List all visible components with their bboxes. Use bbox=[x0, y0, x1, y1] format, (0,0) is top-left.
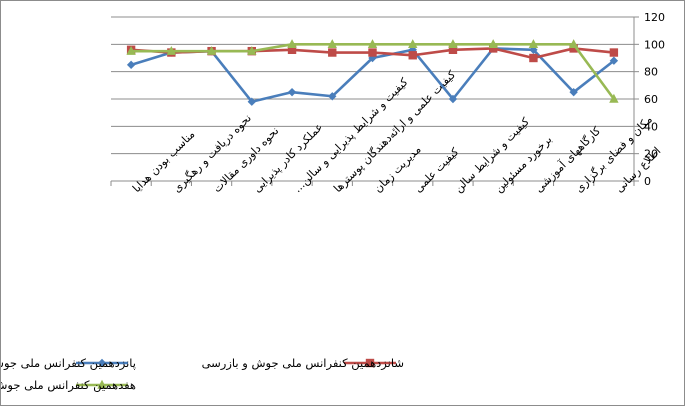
y-tick-label: 0 bbox=[644, 175, 651, 188]
y-tick-label: 40 bbox=[644, 120, 658, 133]
data-point bbox=[287, 87, 297, 97]
data-point bbox=[488, 44, 498, 53]
data-point bbox=[528, 39, 539, 49]
data-point bbox=[488, 39, 498, 49]
data-point bbox=[287, 45, 297, 54]
data-point bbox=[365, 358, 375, 368]
data-point bbox=[568, 39, 579, 49]
data-point bbox=[448, 94, 458, 104]
data-point bbox=[529, 53, 538, 63]
data-point bbox=[368, 48, 377, 57]
data-point bbox=[97, 358, 107, 368]
data-point bbox=[126, 45, 136, 55]
data-point bbox=[609, 93, 619, 103]
y-tick-label: 100 bbox=[644, 38, 665, 51]
data-point bbox=[448, 39, 458, 49]
data-point bbox=[609, 48, 619, 57]
legend-label: پانزدهمین کنفرانس ملی جوش و بازرسی bbox=[1, 356, 136, 371]
y-tick-label: 120 bbox=[644, 11, 665, 24]
data-point bbox=[408, 51, 417, 60]
legend-item: هفدهمین کنفرانس ملی جوش و بازرسی bbox=[0, 378, 136, 393]
data-point bbox=[569, 44, 578, 53]
data-point bbox=[247, 45, 257, 55]
legend-item: پانزدهمین کنفرانس ملی جوش و بازرسی bbox=[0, 356, 136, 371]
y-tick-labels: 0 20 40 60 80 100 120 bbox=[644, 11, 665, 188]
data-point bbox=[287, 39, 297, 49]
data-point bbox=[529, 45, 538, 54]
legend-label: شانزدهمین کنفرانس ملی جوش و بازرسی bbox=[202, 356, 404, 371]
y-tick-label: 60 bbox=[644, 93, 658, 106]
y-tick-label: 20 bbox=[644, 148, 658, 161]
data-point bbox=[247, 97, 257, 106]
data-point bbox=[367, 39, 378, 49]
data-point bbox=[408, 39, 418, 49]
data-point bbox=[206, 45, 217, 55]
legend: پانزدهمین کنفرانس ملی جوش و بازرسی شانزده… bbox=[0, 356, 404, 393]
data-point bbox=[97, 379, 107, 389]
data-point bbox=[569, 87, 578, 97]
legend-label: هفدهمین کنفرانس ملی جوش و بازرسی bbox=[1, 378, 136, 393]
axes bbox=[110, 16, 639, 186]
data-point bbox=[328, 92, 337, 101]
data-point bbox=[166, 45, 177, 55]
x-tick-label: عملکرد کادر پذیرایی bbox=[251, 120, 326, 195]
x-tick-label: کارگاههای آموزشی bbox=[532, 123, 604, 195]
data-point bbox=[448, 45, 458, 54]
series-group bbox=[126, 39, 619, 106]
series-3 bbox=[126, 39, 619, 103]
y-tick-label: 80 bbox=[644, 66, 658, 79]
data-point bbox=[327, 39, 337, 49]
legend-item: شانزدهمین کنفرانس ملی جوش و بازرسی bbox=[202, 356, 404, 371]
data-point bbox=[609, 56, 619, 65]
data-point bbox=[126, 60, 136, 70]
data-point bbox=[328, 48, 337, 57]
